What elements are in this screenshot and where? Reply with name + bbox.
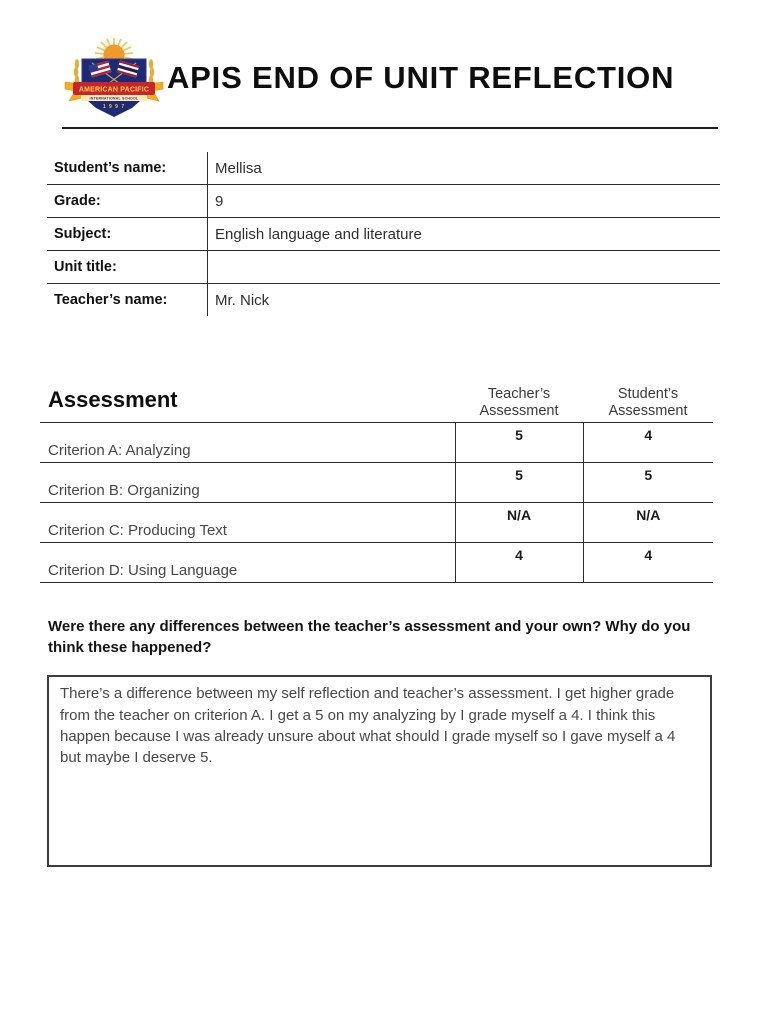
student-score: 4 — [582, 422, 713, 464]
column-header-student: Student’s Assessment — [583, 385, 713, 424]
shield-point — [88, 101, 140, 117]
info-label: Subject: — [47, 217, 208, 251]
criterion-label: Criterion C: Producing Text — [40, 502, 455, 544]
subject-value: English language and literature — [207, 217, 720, 251]
page-title: APIS End of Unit Reflection — [167, 60, 675, 95]
table-row-criterion-d: Criterion D: Using Language 4 4 — [40, 542, 713, 584]
header-divider — [62, 127, 718, 129]
founding-year: 1 9 9 7 — [103, 104, 125, 110]
table-row-criterion-a: Criterion A: Analyzing 5 4 — [40, 422, 713, 464]
teacher-score: 5 — [454, 462, 583, 504]
column-header-teacher: Teacher’s Assessment — [455, 385, 583, 424]
unit-title-value — [207, 250, 720, 284]
thai-flag-icon — [116, 60, 140, 78]
banner — [73, 82, 155, 95]
assessment-header-row: Assessment Teacher’s Assessment Student’… — [40, 385, 713, 424]
student-score: 5 — [582, 462, 713, 504]
student-info-table: Student’s name: Mellisa Grade: 9 Subject… — [47, 152, 720, 316]
info-label: Student’s name: — [47, 152, 208, 185]
school-subtitle: INTERNATIONAL SCHOOL — [90, 97, 139, 101]
info-label: Unit title: — [47, 250, 208, 284]
grade-value: 9 — [207, 184, 720, 218]
assessment-heading: Assessment — [40, 385, 455, 424]
teacher-score: 4 — [454, 542, 583, 584]
answer-text: There’s a difference between my self ref… — [60, 685, 676, 767]
table-row-criterion-b: Criterion B: Organizing 5 5 — [40, 462, 713, 504]
criterion-label: Criterion D: Using Language — [40, 542, 455, 584]
info-row-subject: Subject: English language and literature — [47, 217, 720, 251]
criterion-label: Criterion A: Analyzing — [40, 422, 455, 464]
school-logo-icon: AMERICAN PACIFIC INTERNATIONAL SCHOOL 1 … — [64, 38, 164, 117]
teacher-score: 5 — [454, 422, 583, 464]
assessment-table: Assessment Teacher’s Assessment Student’… — [40, 385, 713, 584]
info-row-student-name: Student’s name: Mellisa — [47, 152, 720, 185]
header: AMERICAN PACIFIC INTERNATIONAL SCHOOL 1 … — [0, 0, 768, 127]
info-row-grade: Grade: 9 — [47, 184, 720, 218]
us-flag-icon — [88, 60, 112, 78]
teacher-score: N/A — [454, 502, 583, 544]
student-name-value: Mellisa — [207, 152, 720, 185]
answer-box: There’s a difference between my self ref… — [47, 675, 712, 868]
criterion-label: Criterion B: Organizing — [40, 462, 455, 504]
info-label: Grade: — [47, 184, 208, 218]
student-score: N/A — [582, 502, 713, 544]
teacher-name-value: Mr. Nick — [207, 283, 720, 316]
school-name: AMERICAN PACIFIC — [79, 87, 149, 94]
reflection-question: Were there any differences between the t… — [48, 618, 691, 657]
student-score: 4 — [582, 542, 713, 584]
table-row-criterion-c: Criterion C: Producing Text N/A N/A — [40, 502, 713, 544]
subtitle-strip — [81, 95, 147, 101]
info-row-unit-title: Unit title: — [47, 250, 720, 284]
info-label: Teacher’s name: — [54, 292, 168, 308]
info-row-teacher-name: Teacher’s name: Mr. Nick — [47, 283, 720, 316]
